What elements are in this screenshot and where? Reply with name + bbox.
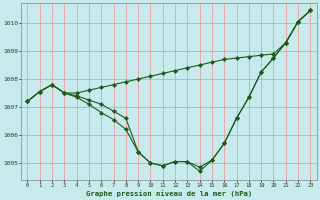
X-axis label: Graphe pression niveau de la mer (hPa): Graphe pression niveau de la mer (hPa)	[86, 190, 252, 197]
